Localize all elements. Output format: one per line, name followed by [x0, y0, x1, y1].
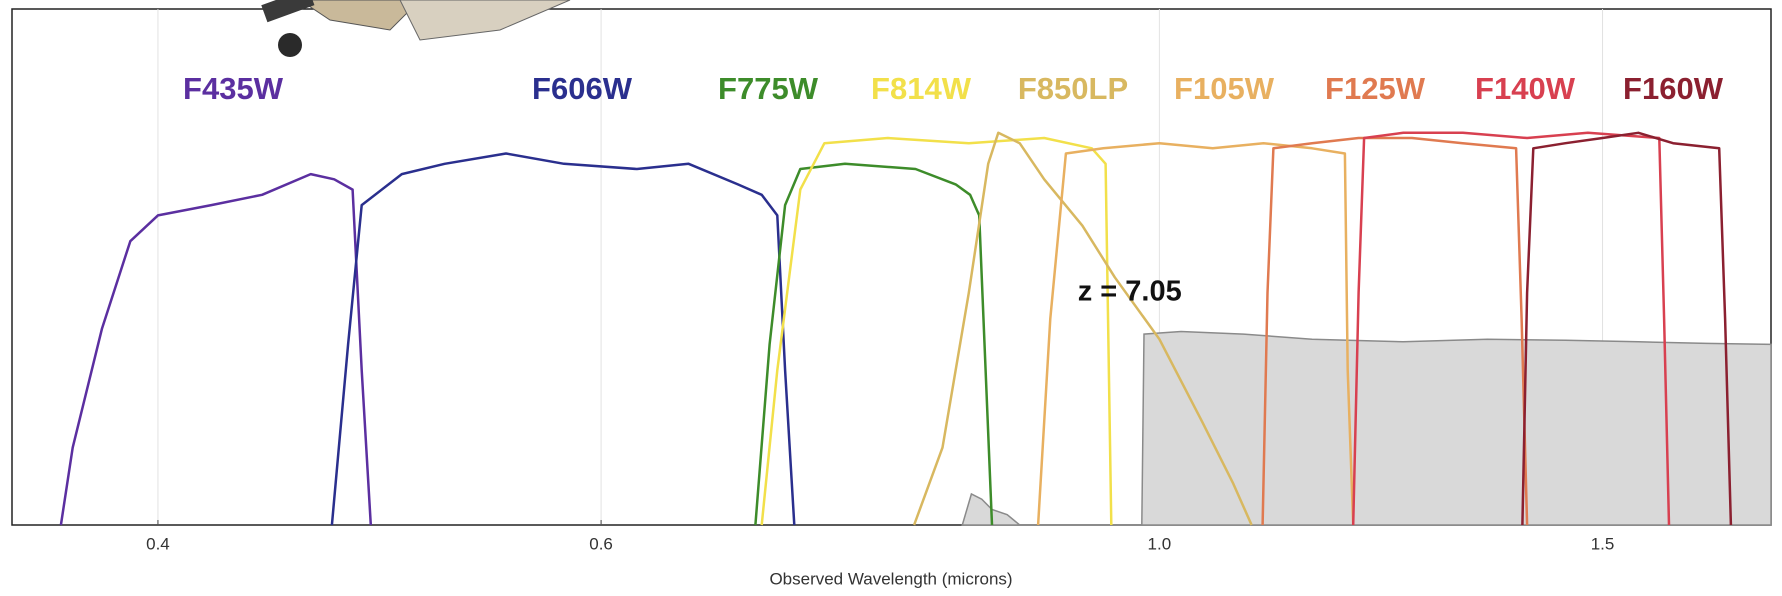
legend-label: F435W — [183, 71, 284, 106]
legend-label: F105W — [1174, 71, 1275, 106]
legend-label: F140W — [1475, 71, 1576, 106]
x-tick-label: 1.5 — [1591, 534, 1615, 553]
annotation: z = 7.05 — [1078, 275, 1182, 307]
x-tick-label: 0.4 — [146, 534, 170, 553]
x-tick-label: 1.0 — [1148, 534, 1172, 553]
legend-label: F814W — [871, 71, 972, 106]
filter-curve — [1036, 141, 1355, 526]
labels-layer: 0.4 0.6 1.0 1.5 F435W F606W F775W F814W F850LP F1… — [146, 71, 1724, 553]
legend-label: F160W — [1623, 71, 1724, 106]
x-tick-label: 0.6 — [589, 534, 613, 553]
filter-curve — [59, 172, 373, 526]
legend-label: F606W — [532, 71, 633, 106]
filter-curve — [1261, 136, 1529, 526]
legend-label: F125W — [1325, 71, 1426, 106]
filter-curve — [1521, 131, 1733, 526]
filter-curve — [760, 136, 1113, 526]
filter-curve — [912, 131, 1253, 526]
legend-label: F850LP — [1018, 71, 1128, 106]
filter-curve — [1351, 131, 1671, 526]
legend-label: F775W — [718, 71, 819, 106]
x-axis-label: Observed Wavelength (microns) — [769, 569, 1012, 588]
lines-layer — [59, 131, 1733, 526]
filter-curve — [754, 162, 994, 526]
filter-curve — [330, 152, 796, 526]
telescope-icon — [261, 0, 571, 57]
